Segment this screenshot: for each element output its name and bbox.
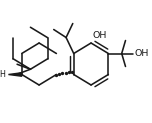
Text: OH: OH <box>93 31 107 40</box>
Polygon shape <box>8 73 22 76</box>
Text: OH: OH <box>134 49 149 58</box>
Text: H: H <box>0 70 6 79</box>
